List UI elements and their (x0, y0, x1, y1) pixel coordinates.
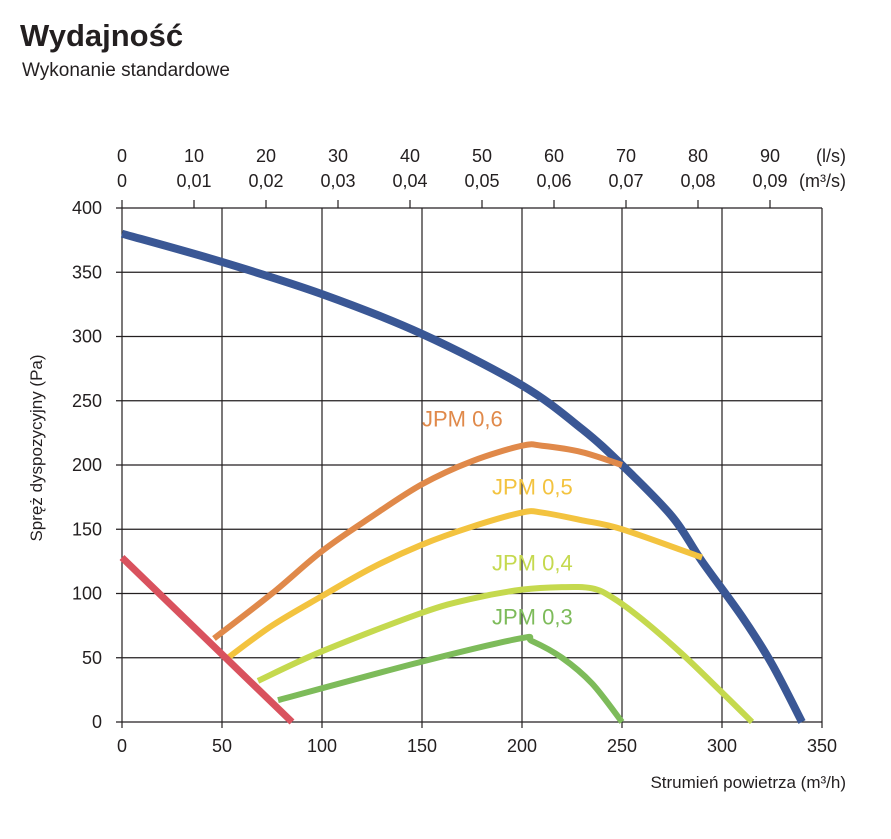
ls-tick-label: 80 (688, 146, 708, 166)
y-tick-label: 0 (92, 712, 102, 732)
m3s-tick-label: 0,03 (320, 171, 355, 191)
curve-jpm-0-6 (212, 441, 623, 641)
ls-tick-label: 90 (760, 146, 780, 166)
curve-max (120, 229, 806, 724)
chart-title: Wydajność (20, 18, 184, 53)
y-tick-label: 150 (72, 519, 102, 539)
m3s-tick-label: 0,05 (464, 171, 499, 191)
ls-tick-label: 20 (256, 146, 276, 166)
series-label: JPM 0,4 (492, 550, 573, 575)
curve-min (119, 555, 295, 725)
y-tick-label: 400 (72, 198, 102, 218)
m3s-tick-label: 0,01 (176, 171, 211, 191)
m3s-tick-label: 0,06 (536, 171, 571, 191)
m3s-unit: (m³/s) (799, 171, 846, 191)
y-tick-label: 200 (72, 455, 102, 475)
m3s-tick-label: 0,09 (752, 171, 787, 191)
ls-tick-label: 30 (328, 146, 348, 166)
y-tick-label: 50 (82, 648, 102, 668)
m3s-tick-label: 0,07 (608, 171, 643, 191)
m3s-tick-label: 0,04 (392, 171, 427, 191)
y-tick-label: 300 (72, 327, 102, 347)
ls-tick-label: 60 (544, 146, 564, 166)
y-tick-label: 250 (72, 391, 102, 411)
curve-jpm-0-3 (277, 633, 625, 724)
x-tick-label: 150 (407, 736, 437, 756)
ls-tick-label: 0 (117, 146, 127, 166)
x-tick-label: 300 (707, 736, 737, 756)
x-tick-label: 50 (212, 736, 232, 756)
x-tick-label: 250 (607, 736, 637, 756)
series-label: JPM 0,3 (492, 604, 573, 629)
ls-tick-label: 40 (400, 146, 420, 166)
ls-tick-label: 10 (184, 146, 204, 166)
ls-tick-label: 70 (616, 146, 636, 166)
y-tick-label: 100 (72, 584, 102, 604)
x-tick-label: 200 (507, 736, 537, 756)
x-tick-label: 0 (117, 736, 127, 756)
m3s-tick-label: 0 (117, 171, 127, 191)
chart-subtitle: Wykonanie standardowe (22, 60, 230, 81)
series-label: JPM 0,5 (492, 475, 573, 500)
y-axis-label: Spręż dyspozycyjny (Pa) (27, 354, 46, 541)
curve-jpm-0-4 (256, 583, 755, 725)
ls-tick-label: 50 (472, 146, 492, 166)
ls-unit: (l/s) (816, 146, 846, 166)
m3s-tick-label: 0,08 (680, 171, 715, 191)
x-tick-label: 100 (307, 736, 337, 756)
curve-jpm-0-5 (226, 508, 703, 661)
y-tick-label: 350 (72, 262, 102, 282)
x-axis-label: Strumień powietrza (m³/h) (650, 773, 846, 792)
x-tick-label: 350 (807, 736, 837, 756)
m3s-tick-label: 0,02 (248, 171, 283, 191)
series-label: JPM 0,6 (422, 406, 503, 431)
